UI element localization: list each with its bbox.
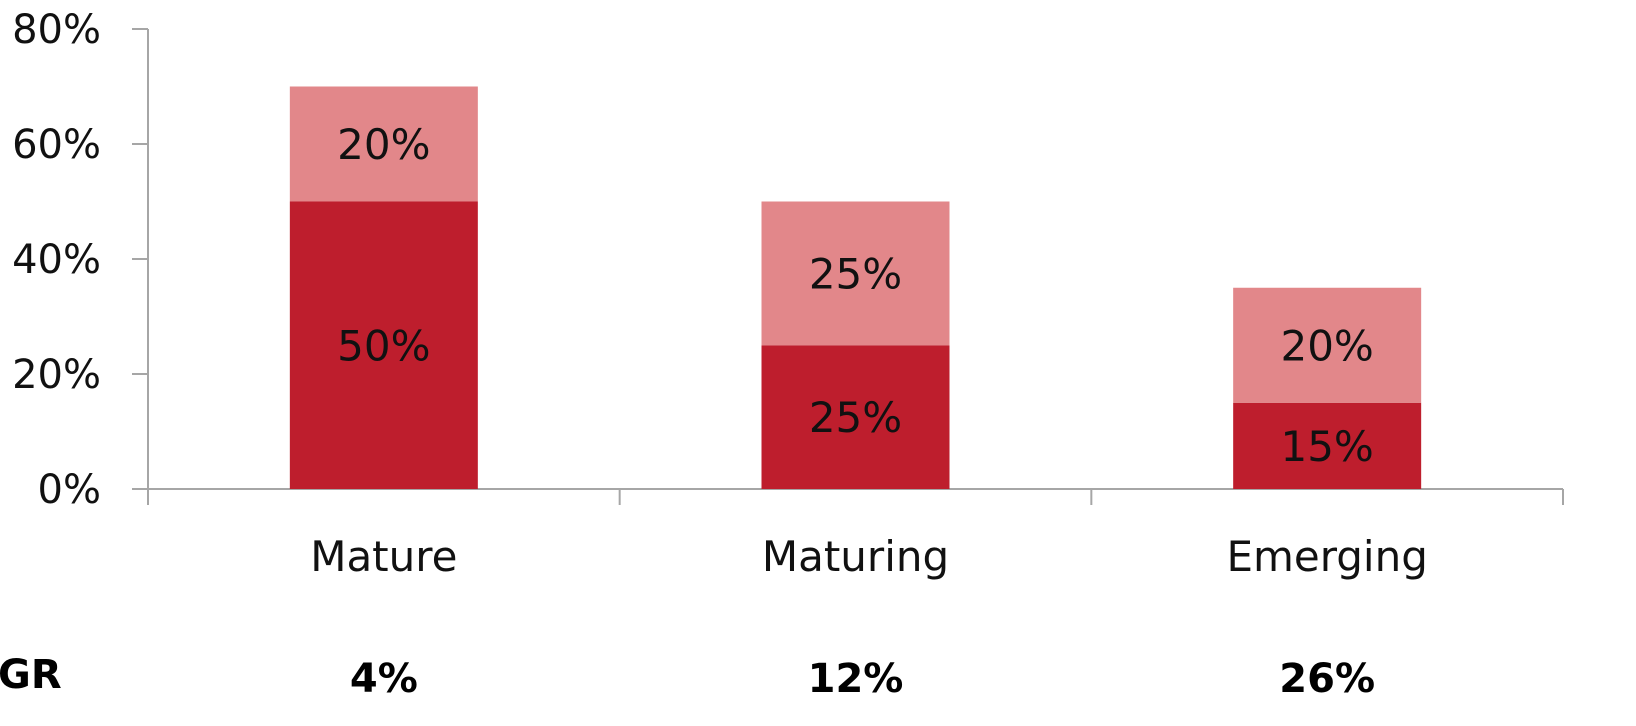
data-label: 15% — [1280, 422, 1373, 471]
bar-segment — [761, 201, 950, 346]
bar-segment — [761, 345, 950, 489]
data-labels: 50% 20% 25% 25% 15% 20% — [337, 120, 1374, 471]
y-tick-label: 20% — [12, 352, 101, 398]
data-label: 20% — [1280, 321, 1373, 370]
y-axis: 0% 20% 40% 60% 80% — [12, 7, 149, 513]
bar-segment — [289, 86, 478, 202]
x-axis: Mature Maturing Emerging — [147, 488, 1564, 581]
data-label: 25% — [809, 393, 902, 442]
data-label: 25% — [809, 249, 902, 298]
y-tick-label: 60% — [12, 122, 101, 168]
bars — [289, 86, 1422, 489]
y-tick-label: 40% — [12, 237, 101, 283]
row-value: 4% — [350, 656, 418, 702]
row-value: 12% — [808, 656, 904, 702]
data-label: 50% — [337, 321, 430, 370]
data-label: 20% — [337, 120, 430, 169]
bar-segment — [289, 201, 478, 489]
category-label: Maturing — [762, 532, 949, 581]
y-tick-label: 0% — [38, 467, 101, 513]
row-label: GR — [0, 652, 62, 698]
category-label: Emerging — [1226, 532, 1427, 581]
cagr-row: GR 4% 12% 26% — [0, 652, 1375, 702]
y-tick-label: 80% — [12, 7, 101, 53]
row-value: 26% — [1279, 656, 1375, 702]
bar-segment — [1233, 287, 1422, 403]
bar-segment — [1233, 402, 1422, 489]
category-label: Mature — [310, 532, 457, 581]
